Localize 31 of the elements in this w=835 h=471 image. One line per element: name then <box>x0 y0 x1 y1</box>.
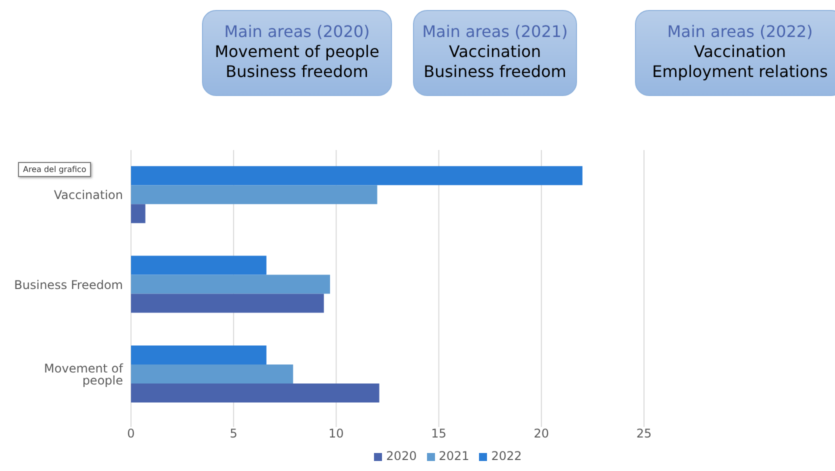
legend-label: 2020 <box>386 449 417 463</box>
bar <box>131 204 146 224</box>
text: Main areas (2020) <box>223 22 371 42</box>
x-tick-label: 0 <box>127 426 135 441</box>
x-tick-label: 20 <box>534 426 550 441</box>
bar <box>131 364 294 384</box>
tooltip-box: Area del grafico <box>18 162 92 177</box>
legend-label: 2022 <box>491 449 522 463</box>
y-tick-label: Business Freedom <box>14 278 123 292</box>
y-tick-label: Vaccination <box>54 188 123 202</box>
bar <box>131 185 378 204</box>
x-tick-label: 25 <box>636 426 652 441</box>
text: Business freedom <box>224 62 370 82</box>
bar <box>131 294 324 313</box>
legend-label: 2021 <box>438 449 470 463</box>
text: Main areas (2022) <box>666 22 814 42</box>
bar <box>131 256 266 275</box>
bar <box>131 383 380 402</box>
text: Vaccination <box>692 42 788 62</box>
text: Employment relations <box>651 62 829 82</box>
text: Vaccination <box>448 42 542 62</box>
y-tick-label: Movement of people <box>44 361 124 388</box>
bar <box>131 166 582 186</box>
bar <box>131 274 330 294</box>
x-tick-label: 15 <box>431 426 446 441</box>
x-tick-label: 5 <box>230 426 238 441</box>
bar <box>131 345 266 364</box>
x-tick-label: 10 <box>328 426 344 441</box>
text: Main areas (2021) <box>421 22 569 42</box>
text: Movement of people <box>214 42 380 62</box>
text: Business freedom <box>422 62 568 82</box>
